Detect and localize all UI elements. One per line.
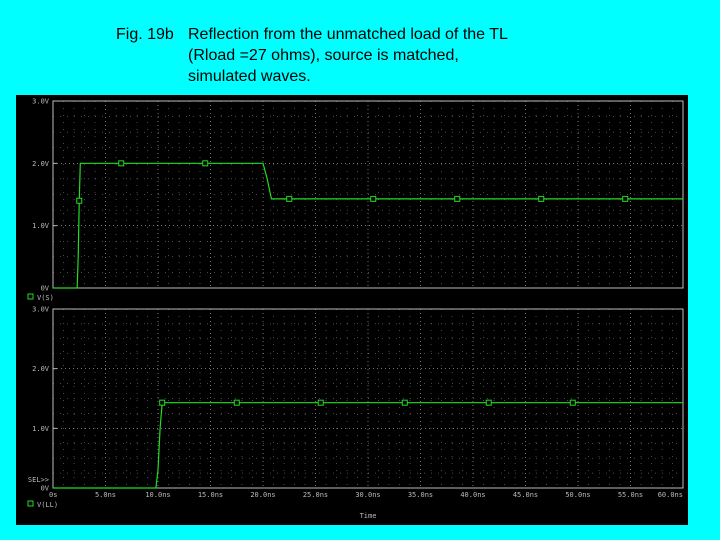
selection-marker-label: SEL>>: [28, 476, 49, 484]
x-tick-label: 60.0ns: [658, 491, 683, 499]
data-point-marker: [286, 195, 293, 202]
data-point-marker: [370, 195, 377, 202]
data-point-marker: [159, 399, 166, 406]
data-point-marker: [454, 195, 461, 202]
y-tick-label: 2.0V: [32, 365, 50, 373]
x-tick-label: 40.0ns: [460, 491, 485, 499]
y-tick-label: 3.0V: [32, 98, 50, 106]
figure-caption: Fig. 19b Reflection from the unmatched lo…: [116, 24, 508, 87]
x-tick-label: 45.0ns: [513, 491, 538, 499]
y-tick-label: 1.0V: [32, 425, 50, 433]
legend-swatch: [27, 293, 34, 300]
x-tick-label: 55.0ns: [618, 491, 643, 499]
x-tick-label: 50.0ns: [565, 491, 590, 499]
x-tick-label: 30.0ns: [355, 491, 380, 499]
series-line-vs: [53, 162, 683, 289]
x-tick-label: 25.0ns: [303, 491, 328, 499]
oscilloscope-plot: 0V 1.0V 2.0V 3.0V V(S) 0V 1.0V 2.0V 3.0V SEL>> 0s 5…: [16, 95, 688, 525]
series-line-vll: [53, 402, 683, 489]
x-tick-label: 5.0ns: [95, 491, 116, 499]
legend-swatch: [27, 500, 34, 507]
x-tick-label: 35.0ns: [408, 491, 433, 499]
legend-label: V(S): [37, 294, 54, 302]
data-point-marker: [233, 399, 240, 406]
x-axis-label: Time: [360, 512, 377, 520]
caption-line-2: (Rload =27 ohms), source is matched,: [188, 47, 459, 64]
y-tick-label: 1.0V: [32, 222, 50, 230]
x-tick-label: 10.0ns: [145, 491, 170, 499]
data-point-marker: [202, 160, 209, 167]
y-tick-label: 3.0V: [32, 306, 50, 314]
y-tick-label: 0V: [41, 285, 50, 293]
x-tick-label: 15.0ns: [198, 491, 223, 499]
caption-line-3: simulated waves.: [188, 68, 311, 85]
legend-label: V(LL): [37, 501, 58, 509]
data-point-marker: [569, 399, 576, 406]
data-point-marker: [118, 160, 125, 167]
data-point-marker: [538, 195, 545, 202]
data-point-marker: [485, 399, 492, 406]
data-point-marker: [401, 399, 408, 406]
data-point-marker: [622, 195, 629, 202]
data-point-marker: [76, 197, 83, 204]
x-tick-label: 20.0ns: [250, 491, 275, 499]
x-tick-label: 0s: [49, 491, 57, 499]
y-tick-label: 2.0V: [32, 160, 50, 168]
y-tick-label: 0V: [41, 485, 50, 493]
caption-line-1: Reflection from the unmatched load of th…: [188, 26, 508, 43]
data-point-marker: [317, 399, 324, 406]
caption-figure-label: Fig. 19b: [116, 26, 174, 43]
